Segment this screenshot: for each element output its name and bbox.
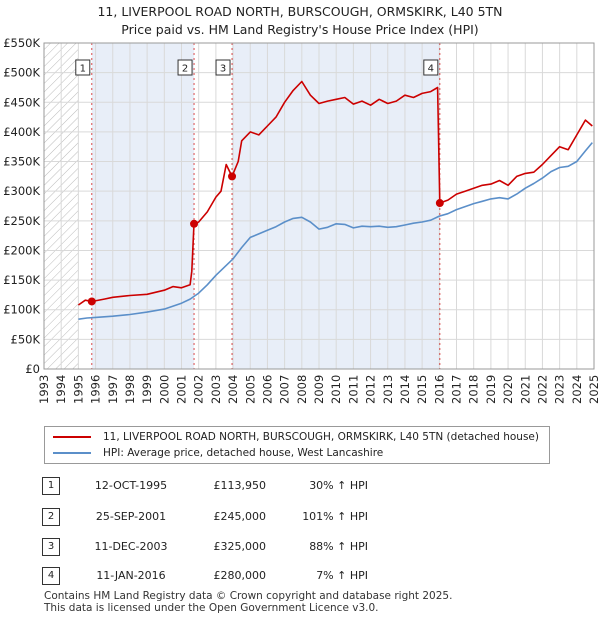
x-tick-label: 1994 (54, 375, 68, 404)
footer: Contains HM Land Registry data © Crown c… (44, 590, 452, 614)
transaction-row: 2 25-SEP-2001 £245,000 101% ↑ HPI (0, 508, 600, 528)
x-tick-label: 2004 (226, 375, 240, 404)
legend-swatch-hpi (53, 452, 91, 454)
x-tick-label: 2015 (415, 375, 429, 404)
x-tick-label: 1999 (140, 375, 154, 404)
legend-swatch-property (53, 436, 91, 438)
y-tick-label: £450K (3, 95, 40, 109)
y-tick-label: £150K (3, 273, 40, 287)
x-tick-label: 1996 (89, 375, 103, 404)
x-tick-label: 2003 (209, 375, 223, 404)
ownership-shade (91, 43, 195, 369)
transaction-price: £325,000 (213, 540, 267, 553)
x-tick-label: 1997 (106, 375, 120, 404)
x-tick-label: 2013 (381, 375, 395, 404)
transaction-number: 4 (42, 567, 60, 585)
transaction-number: 1 (42, 477, 60, 495)
x-tick-label: 2000 (157, 375, 171, 404)
transaction-date: 25-SEP-2001 (95, 510, 167, 523)
chart-legend: 11, LIVERPOOL ROAD NORTH, BURSCOUGH, ORM… (44, 426, 550, 464)
property-series-line (77, 80, 593, 306)
x-tick-label: 2006 (260, 375, 274, 404)
y-tick-label: £300K (3, 184, 40, 198)
y-tick-label: £250K (3, 214, 40, 228)
x-tick-label: 2014 (398, 375, 412, 404)
transaction-price: £245,000 (213, 510, 267, 523)
transaction-date: 11-JAN-2016 (96, 569, 166, 582)
sale-point (190, 219, 199, 228)
footer-copyright: Contains HM Land Registry data © Crown c… (44, 590, 453, 602)
footer-licence: This data is licensed under the Open Gov… (44, 602, 379, 614)
legend-label-property: 11, LIVERPOOL ROAD NORTH, BURSCOUGH, ORM… (103, 431, 539, 443)
transaction-hpi: 7% ↑ HPI (316, 569, 368, 582)
x-tick-label: 2007 (278, 375, 292, 404)
x-tick-label: 1995 (71, 375, 85, 404)
sale-point (87, 297, 96, 306)
x-tick-label: 2017 (450, 375, 464, 404)
x-tick-label: 2025 (587, 375, 600, 404)
chart-title: 11, LIVERPOOL ROAD NORTH, BURSCOUGH, ORM… (97, 4, 503, 19)
transaction-price: £113,950 (213, 479, 267, 492)
x-tick-label: 2005 (243, 375, 257, 404)
transaction-price: £280,000 (213, 569, 267, 582)
x-tick-label: 2016 (432, 375, 446, 404)
x-tick-label: 2021 (518, 375, 532, 404)
sale-point (435, 199, 444, 208)
legend-label-hpi: HPI: Average price, detached house, West… (103, 447, 384, 459)
x-tick-label: 2024 (570, 375, 584, 404)
transaction-date: 12-OCT-1995 (94, 479, 168, 492)
transaction-date: 11-DEC-2003 (94, 540, 168, 553)
y-tick-label: £350K (3, 155, 40, 169)
transaction-row: 3 11-DEC-2003 £325,000 88% ↑ HPI (0, 538, 600, 558)
price-chart: 1 2 3 4 £0 £50K £100K £150K £200K £250K £300K £350K… (3, 36, 600, 404)
y-tick-label: £200K (3, 243, 40, 257)
x-tick-label: 2011 (346, 375, 360, 404)
y-tick-label: £400K (3, 125, 40, 139)
transaction-hpi: 30% ↑ HPI (309, 479, 368, 492)
y-tick-label: £500K (3, 66, 40, 80)
sale-label-box (75, 59, 91, 76)
x-tick-label: 2023 (553, 375, 567, 404)
x-tick-label: 2002 (192, 375, 206, 404)
transaction-row: 1 12-OCT-1995 £113,950 30% ↑ HPI (0, 477, 600, 497)
sale-label: 1 (80, 64, 86, 75)
x-tick-label: 2018 (467, 375, 481, 404)
plot-border (43, 42, 595, 370)
x-tick-label: 2009 (312, 375, 326, 404)
transaction-number: 3 (42, 538, 60, 556)
sale-label: 4 (428, 64, 434, 75)
sale-label: 2 (182, 64, 188, 75)
y-tick-label: £0 (25, 362, 40, 376)
x-tick-label: 2020 (501, 375, 515, 404)
sale-label-box (423, 59, 439, 76)
x-tick-label: 2008 (295, 375, 309, 404)
sale-point (228, 172, 237, 181)
x-tick-label: 2012 (364, 375, 378, 404)
sale-label-box (215, 59, 231, 76)
y-tick-label: £550K (3, 36, 40, 50)
x-tick-label: 1993 (37, 375, 51, 404)
y-tick-label: £100K (3, 303, 40, 317)
x-tick-label: 2001 (175, 375, 189, 404)
x-tick-label: 2022 (535, 375, 549, 404)
x-tick-label: 1998 (123, 375, 137, 404)
x-tick-label: 2010 (329, 375, 343, 404)
y-tick-label: £50K (11, 332, 41, 346)
transaction-hpi: 88% ↑ HPI (309, 540, 368, 553)
chart-subtitle: Price paid vs. HM Land Registry's House … (121, 22, 479, 37)
sale-label: 3 (220, 64, 226, 75)
transaction-number: 2 (42, 508, 60, 526)
transaction-row: 4 11-JAN-2016 £280,000 7% ↑ HPI (0, 567, 600, 587)
hpi-series-line (78, 142, 593, 320)
x-tick-label: 2019 (484, 375, 498, 404)
sale-label-box (177, 59, 193, 76)
transaction-hpi: 101% ↑ HPI (302, 510, 368, 523)
